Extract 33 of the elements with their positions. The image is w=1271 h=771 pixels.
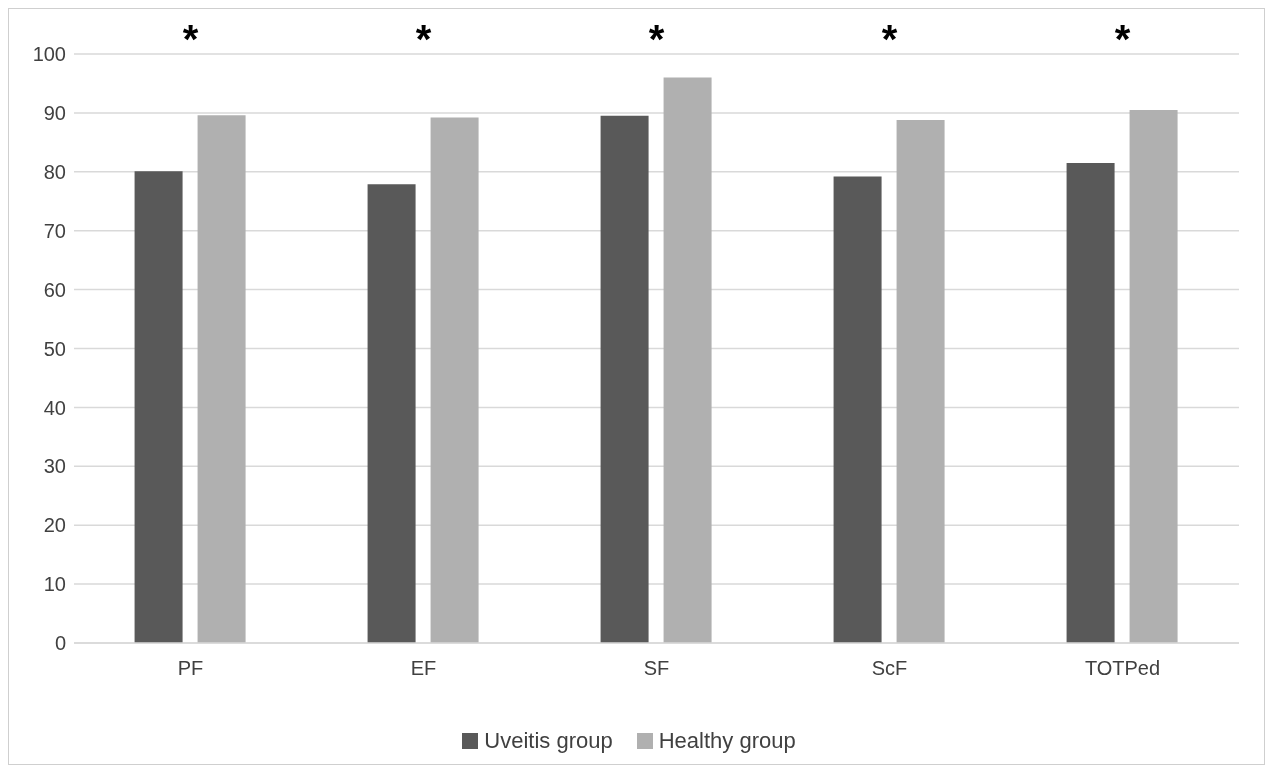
y-tick-label: 60 (43, 278, 66, 301)
bar (1066, 162, 1115, 643)
y-tick-label: 10 (43, 573, 66, 596)
y-tick-label: 30 (43, 455, 66, 478)
bar (134, 171, 183, 643)
y-tick-label: 90 (43, 102, 66, 124)
x-tick-label: EF (410, 657, 437, 680)
y-tick-label: 100 (32, 43, 66, 66)
y-tick-label: 50 (43, 337, 66, 360)
bar (833, 176, 882, 643)
x-tick-label: TOTPed (1084, 657, 1161, 680)
annotation: * (880, 17, 899, 61)
y-tick-label: 0 (54, 632, 66, 655)
bar (1129, 109, 1178, 643)
bar (600, 115, 649, 643)
bar (367, 184, 416, 643)
bar (896, 119, 945, 643)
y-tick-label: 80 (43, 160, 66, 183)
annotation: * (647, 17, 666, 61)
legend-label: Healthy group (658, 728, 796, 754)
y-tick-label: 70 (43, 219, 66, 242)
bar (430, 117, 479, 643)
legend-label: Uveitis group (484, 728, 613, 754)
y-tick-label: 20 (43, 514, 66, 537)
annotation: * (181, 17, 200, 61)
annotation: * (1113, 17, 1132, 61)
x-tick-label: ScF (871, 657, 908, 680)
annotation: * (414, 17, 433, 61)
x-tick-label: PF (177, 657, 204, 680)
bar (197, 115, 246, 643)
y-tick-label: 40 (43, 396, 66, 419)
x-tick-label: SF (643, 657, 670, 680)
bar (663, 77, 712, 643)
